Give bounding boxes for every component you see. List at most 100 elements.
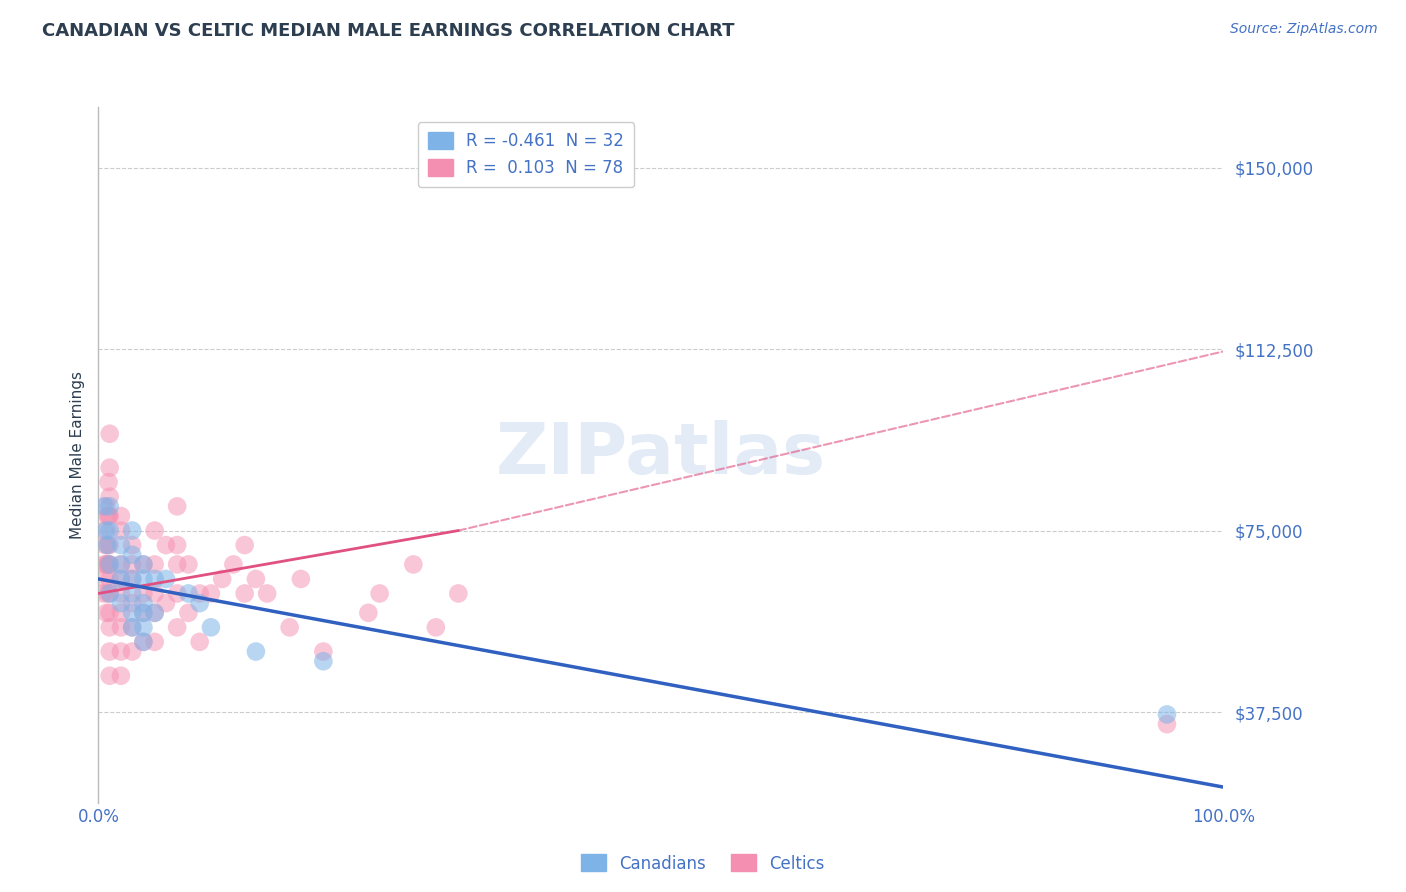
Point	[211, 572, 233, 586]
Point	[233, 586, 256, 600]
Point	[98, 620, 121, 634]
Point	[96, 538, 118, 552]
Point	[177, 606, 200, 620]
Point	[166, 538, 188, 552]
Point	[245, 644, 267, 658]
Point	[96, 586, 118, 600]
Point	[132, 558, 155, 572]
Point	[110, 669, 132, 683]
Point	[110, 538, 132, 552]
Point	[143, 558, 166, 572]
Point	[98, 669, 121, 683]
Point	[143, 524, 166, 538]
Legend: Canadians, Celtics: Canadians, Celtics	[575, 847, 831, 880]
Point	[121, 596, 143, 610]
Point	[166, 558, 188, 572]
Point	[312, 644, 335, 658]
Point	[121, 558, 143, 572]
Point	[98, 509, 121, 524]
Point	[245, 572, 267, 586]
Point	[132, 586, 155, 600]
Point	[98, 524, 121, 538]
Point	[110, 509, 132, 524]
Point	[91, 586, 114, 600]
Point	[166, 586, 188, 600]
Y-axis label: Median Male Earnings: Median Male Earnings	[69, 371, 84, 539]
Point	[110, 558, 132, 572]
Point	[188, 586, 211, 600]
Point	[96, 558, 118, 572]
Point	[96, 558, 118, 572]
Point	[312, 654, 335, 668]
Point	[96, 538, 118, 552]
Point	[166, 620, 188, 634]
Point	[402, 558, 425, 572]
Point	[98, 500, 121, 514]
Point	[94, 538, 117, 552]
Point	[155, 596, 177, 610]
Legend: R = -0.461  N = 32, R =  0.103  N = 78: R = -0.461 N = 32, R = 0.103 N = 78	[418, 122, 634, 187]
Point	[121, 538, 143, 552]
Point	[177, 586, 200, 600]
Point	[132, 596, 155, 610]
Point	[357, 606, 380, 620]
Point	[93, 524, 115, 538]
Point	[166, 500, 188, 514]
Text: CANADIAN VS CELTIC MEDIAN MALE EARNINGS CORRELATION CHART: CANADIAN VS CELTIC MEDIAN MALE EARNINGS …	[42, 22, 735, 40]
Point	[143, 586, 166, 600]
Point	[110, 620, 132, 634]
Point	[188, 635, 211, 649]
Point	[132, 620, 155, 634]
Point	[132, 635, 155, 649]
Point	[98, 558, 121, 572]
Point	[368, 586, 391, 600]
Point	[98, 586, 121, 600]
Point	[121, 644, 143, 658]
Point	[222, 558, 245, 572]
Point	[110, 558, 132, 572]
Point	[155, 572, 177, 586]
Point	[98, 586, 121, 600]
Point	[98, 460, 121, 475]
Point	[278, 620, 301, 634]
Point	[97, 475, 120, 490]
Point	[143, 606, 166, 620]
Point	[132, 606, 155, 620]
Point	[121, 548, 143, 562]
Point	[188, 596, 211, 610]
Text: ZIPatlas: ZIPatlas	[496, 420, 825, 490]
Point	[110, 606, 132, 620]
Point	[98, 606, 121, 620]
Point	[290, 572, 312, 586]
Point	[110, 572, 132, 586]
Point	[93, 500, 115, 514]
Point	[121, 586, 143, 600]
Point	[96, 606, 118, 620]
Point	[121, 606, 143, 620]
Point	[98, 538, 121, 552]
Point	[121, 572, 143, 586]
Point	[93, 558, 115, 572]
Point	[110, 572, 132, 586]
Point	[132, 572, 155, 586]
Point	[121, 620, 143, 634]
Point	[98, 644, 121, 658]
Point	[98, 572, 121, 586]
Point	[143, 635, 166, 649]
Point	[256, 586, 278, 600]
Point	[97, 558, 120, 572]
Point	[425, 620, 447, 634]
Point	[143, 606, 166, 620]
Point	[98, 558, 121, 572]
Point	[143, 572, 166, 586]
Point	[94, 572, 117, 586]
Point	[110, 596, 132, 610]
Point	[447, 586, 470, 600]
Point	[98, 426, 121, 441]
Point	[96, 524, 118, 538]
Point	[121, 572, 143, 586]
Point	[233, 538, 256, 552]
Point	[97, 509, 120, 524]
Point	[1156, 717, 1178, 731]
Point	[132, 606, 155, 620]
